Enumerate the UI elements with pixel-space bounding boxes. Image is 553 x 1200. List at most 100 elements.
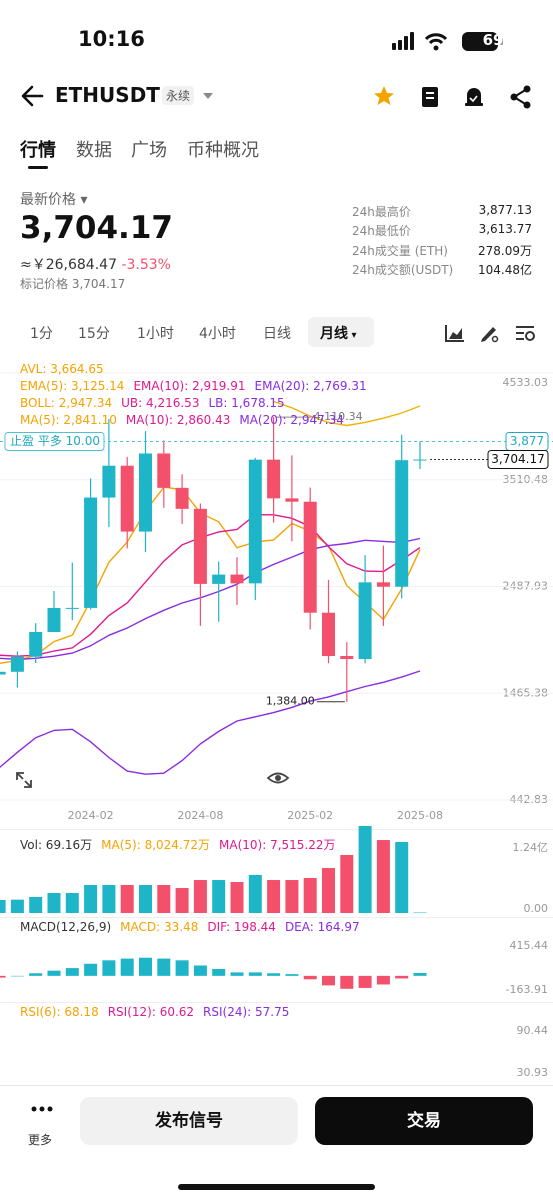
bar — [413, 912, 427, 914]
price-label-box — [487, 450, 549, 470]
visibility-button[interactable] — [266, 768, 290, 788]
candle-body — [285, 498, 299, 502]
bar — [10, 975, 24, 977]
legend-row: MACD(12,26,9) MACD: 33.48 DIF: 198.44 DEA: … — [20, 920, 369, 934]
bar — [248, 874, 262, 913]
more-icon[interactable] — [31, 1106, 53, 1112]
cny-price-text: ≈￥26,684.47 — [20, 257, 117, 273]
candle-body — [84, 497, 98, 608]
tab[interactable]: 行情 — [20, 140, 56, 161]
timeframe[interactable]: 1小时 — [137, 326, 174, 342]
bar — [212, 968, 226, 976]
price-label: 3,877 — [510, 434, 544, 448]
legend-item: Vol: 69.16万 — [20, 838, 93, 852]
legend-item: MA(5): 8,024.72万 — [101, 838, 211, 852]
legend-item: EMA(20): 2,769.31 — [254, 379, 367, 393]
panel-divider — [0, 829, 553, 830]
stat-label: 24h最高价 — [352, 205, 411, 219]
candle-body — [322, 612, 335, 657]
indicator-line — [273, 400, 421, 427]
bar — [84, 885, 98, 913]
x-tick-label: 2025-08 — [397, 809, 443, 822]
volume-chart: 1.24亿 0.00 — [0, 826, 548, 915]
symbol-dropdown[interactable] — [202, 91, 214, 101]
y-tick-label: 30.93 — [517, 1066, 549, 1079]
candle-body — [230, 574, 244, 584]
bar — [376, 975, 390, 985]
last-price: 3,704.17 — [20, 210, 173, 246]
legend-item: MACD: 33.48 — [120, 920, 199, 934]
bar — [47, 893, 61, 913]
legend-row: RSI(6): 68.18 RSI(12): 60.62 RSI(24): 57.7… — [20, 1005, 298, 1019]
candle-body — [29, 632, 43, 657]
legend-item: RSI(12): 60.62 — [107, 1005, 195, 1019]
bar — [395, 841, 409, 913]
candle-body — [303, 501, 317, 613]
candle-body — [340, 656, 354, 660]
candle-body — [102, 465, 116, 498]
bar — [193, 880, 207, 913]
tab[interactable]: 数据 — [76, 140, 112, 161]
bar — [139, 885, 152, 913]
bar — [120, 885, 134, 913]
legend-item: MA(5): 2,841.10 — [20, 413, 117, 427]
candle-body — [139, 453, 152, 532]
legend-item: MA(10): 7,515.22万 — [219, 838, 336, 852]
status-icons — [392, 32, 503, 51]
legend-item: UB: 4,216.53 — [121, 396, 200, 410]
extreme-label: 1,384.00 — [266, 695, 315, 708]
timeframe[interactable]: 月线 ▾ — [320, 326, 357, 342]
more-label[interactable]: 更多 — [28, 1133, 53, 1147]
candle-body — [175, 487, 189, 509]
price-label[interactable]: 最新价格 ▾ — [20, 192, 88, 208]
y-tick-label: 4533.03 — [503, 376, 549, 389]
bar — [84, 963, 98, 976]
header-icons[interactable] — [372, 84, 532, 110]
tab[interactable]: 币种概况 — [187, 140, 259, 161]
timeframe-selected-bg — [308, 317, 374, 347]
mark-price: 标记价格 3,704.17 — [20, 277, 126, 291]
timeframe[interactable]: 日线 — [263, 326, 291, 342]
indicator-line — [0, 513, 421, 657]
timeframe[interactable]: 15分 — [78, 326, 110, 342]
panel-divider — [0, 1002, 553, 1003]
legend-item: DIF: 198.44 — [207, 920, 276, 934]
bar — [230, 972, 244, 976]
bar — [175, 888, 189, 913]
timeframe[interactable]: 1分 — [30, 326, 53, 342]
macd-legend: MACD(12,26,9) MACD: 33.48 DIF: 198.44 DEA: … — [20, 920, 369, 934]
candle-body — [413, 459, 427, 461]
y-tick-label: -163.91 — [506, 983, 548, 996]
fullscreen-button[interactable] — [14, 770, 34, 790]
panel-divider — [0, 917, 553, 918]
legend-row: MA(5): 2,841.10 MA(10): 2,860.43 MA(20): 2… — [20, 412, 376, 429]
timeframe[interactable]: 4小时 — [199, 326, 236, 342]
rsi-legend: RSI(6): 68.18 RSI(12): 60.62 RSI(24): 57.7… — [20, 1005, 298, 1019]
bar — [0, 900, 6, 913]
extreme-label: 4,110.34 — [314, 410, 363, 423]
y-tick-label: 90.44 — [517, 1024, 549, 1037]
legend-item: RSI(6): 68.18 — [20, 1005, 99, 1019]
home-indicator — [178, 1184, 375, 1190]
stat-label: 24h最低价 — [352, 224, 411, 239]
bar — [267, 973, 281, 976]
candle-body — [395, 460, 409, 587]
candle-body — [358, 582, 372, 660]
y-tick-label: 415.44 — [510, 939, 549, 952]
legend-item: MA(10): 2,860.43 — [125, 413, 231, 427]
trade-button[interactable]: 交易 — [315, 1097, 533, 1145]
candle-body — [193, 508, 207, 584]
symbol-title[interactable]: ETHUSDT — [55, 83, 160, 107]
signal-button[interactable]: 发布信号 — [80, 1097, 298, 1145]
bar — [395, 975, 409, 979]
rsi-chart: 90.44 30.93 — [517, 1024, 549, 1079]
candle-body — [267, 459, 281, 499]
legend-item: MACD(12,26,9) — [20, 920, 112, 934]
legend-row: BOLL: 2,947.34 UB: 4,216.53 LB: 1,678.15 — [20, 395, 376, 412]
candle-body — [376, 582, 390, 587]
legend-item: RSI(24): 57.75 — [203, 1005, 290, 1019]
chart-tools[interactable] — [444, 322, 536, 344]
tab[interactable]: 广场 — [131, 140, 167, 161]
back-button[interactable] — [20, 84, 46, 108]
